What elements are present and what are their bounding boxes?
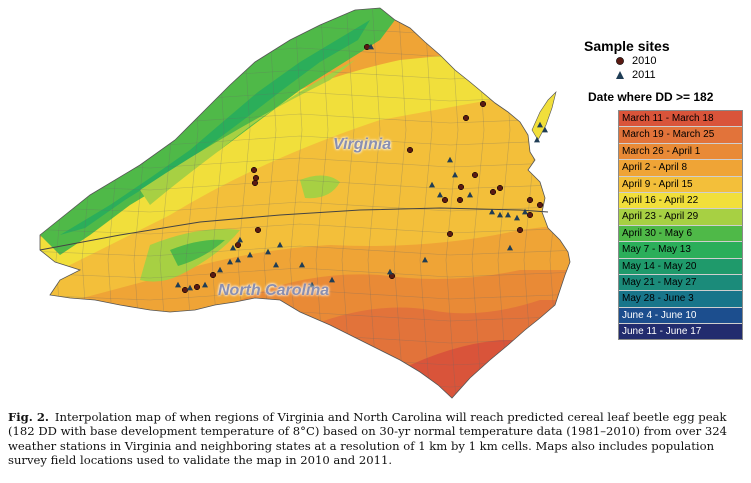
sample-site-2011 <box>489 208 495 215</box>
sample-site-2011 <box>422 256 428 263</box>
legend-range-item: May 21 - May 27 <box>619 274 742 292</box>
sample-site-2010 <box>181 286 189 294</box>
sample-site-2011 <box>505 211 511 218</box>
sample-site-2011 <box>429 181 435 188</box>
caption-text: Interpolation map of when regions of Vir… <box>8 410 727 468</box>
sample-site-2010 <box>536 201 544 209</box>
triangle-icon <box>614 69 626 81</box>
sample-site-2011 <box>542 126 548 133</box>
sample-site-2011 <box>537 121 543 128</box>
sample-site-2011 <box>230 244 236 251</box>
sample-site-2010 <box>471 171 479 179</box>
sample-site-2010 <box>479 100 487 108</box>
legend-site-2010: 2010 <box>614 54 750 68</box>
sample-site-2010 <box>193 283 201 291</box>
sample-site-2011 <box>175 281 181 288</box>
legend: Sample sites 2010 2011 Date where DD >= … <box>580 38 750 341</box>
sample-site-2010 <box>234 241 242 249</box>
legend-range-item: April 2 - April 8 <box>619 160 742 177</box>
sample-site-2011 <box>265 248 271 255</box>
interpolation-map: Virginia North Carolina <box>39 7 571 399</box>
sample-site-2011 <box>273 261 279 268</box>
sample-site-2010 <box>251 179 259 187</box>
sample-site-2010 <box>250 166 258 174</box>
sample-site-2010 <box>446 230 454 238</box>
sample-site-2011 <box>387 268 393 275</box>
sample-site-2010 <box>526 211 534 219</box>
label-virginia: Virginia <box>333 136 392 153</box>
sample-site-2011 <box>187 284 193 291</box>
sample-site-2011 <box>217 266 223 273</box>
sample-site-2011 <box>309 281 315 288</box>
sample-site-2011 <box>497 211 503 218</box>
legend-range-item: May 7 - May 13 <box>619 242 742 259</box>
map-canvas <box>39 7 571 399</box>
legend-range-item: April 23 - April 29 <box>619 209 742 226</box>
sample-site-2011 <box>437 191 443 198</box>
sample-site-2011 <box>329 276 335 283</box>
sample-site-2010 <box>457 183 465 191</box>
circle-icon <box>614 55 626 67</box>
sample-site-2010 <box>496 184 504 192</box>
legend-site-label: 2011 <box>632 69 656 81</box>
legend-range-item: April 30 - May 6 <box>619 225 742 243</box>
sample-site-2011 <box>368 43 374 50</box>
sample-site-2011 <box>467 191 473 198</box>
dd-legend-title: Date where DD >= 182 <box>588 90 714 104</box>
sample-site-2010 <box>462 114 470 122</box>
sample-sites-title: Sample sites <box>584 38 670 54</box>
legend-site-2011: 2011 <box>614 68 750 82</box>
figure-caption: Fig. 2. Interpolation map of when regions… <box>8 410 743 468</box>
sample-site-2010 <box>252 174 260 182</box>
figure-number: Fig. 2. <box>8 410 49 424</box>
sample-site-2011 <box>227 258 233 265</box>
sample-site-2010 <box>406 146 414 154</box>
legend-range-item: May 14 - May 20 <box>619 258 742 275</box>
legend-range-item: April 9 - April 15 <box>619 176 742 193</box>
sample-site-2011 <box>534 136 540 143</box>
legend-range-item: June 11 - June 17 <box>619 324 742 340</box>
sample-site-2011 <box>514 214 520 221</box>
date-range-legend: March 11 - March 18 March 19 - March 25 Ma… <box>618 110 743 341</box>
sample-site-markers <box>175 43 548 294</box>
sample-site-2011 <box>277 241 283 248</box>
sample-site-2011 <box>235 256 241 263</box>
legend-range-item: June 4 - June 10 <box>619 307 742 325</box>
legend-range-item: March 11 - March 18 <box>619 111 742 128</box>
sample-site-2011 <box>247 251 253 258</box>
sample-site-2011 <box>202 281 208 288</box>
sample-site-2010 <box>489 188 497 196</box>
interpolated-bands <box>40 8 570 398</box>
legend-range-item: May 28 - June 3 <box>619 291 742 308</box>
sample-site-2010 <box>441 196 449 204</box>
sample-site-2010 <box>456 196 464 204</box>
sample-site-2011 <box>522 208 528 215</box>
sample-site-2011 <box>299 261 305 268</box>
legend-range-item: March 26 - April 1 <box>619 143 742 161</box>
sample-site-2011 <box>507 244 513 251</box>
label-north-carolina: North Carolina <box>218 282 330 299</box>
state-border <box>39 207 549 251</box>
eastern-shore <box>531 91 557 141</box>
legend-site-label: 2010 <box>632 55 657 67</box>
sample-site-2011 <box>237 236 243 243</box>
sample-site-2010 <box>254 226 262 234</box>
legend-range-item: March 19 - March 25 <box>619 127 742 144</box>
sample-site-2010 <box>516 226 524 234</box>
sample-site-2010 <box>526 196 534 204</box>
sample-site-2011 <box>452 171 458 178</box>
legend-range-item: April 16 - April 22 <box>619 192 742 210</box>
sample-site-2010 <box>209 271 217 279</box>
sample-site-2011 <box>447 156 453 163</box>
